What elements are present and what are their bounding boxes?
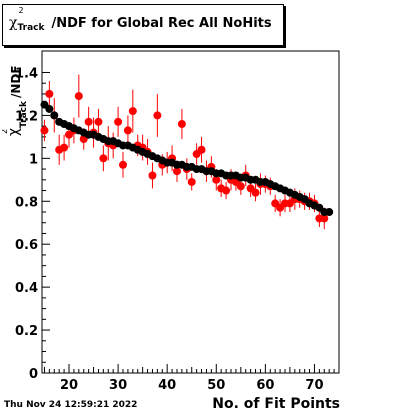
title-sub: Track (17, 23, 45, 33)
title-sup: 2 (18, 6, 24, 15)
red-data-point (74, 92, 83, 101)
red-data-point (128, 107, 137, 116)
black-series (40, 100, 334, 216)
y-label-sup: 2 (2, 129, 9, 134)
red-data-point (173, 167, 181, 176)
red-data-point (40, 126, 49, 135)
y-axis-label: χ 2 Track /NDF (0, 48, 32, 138)
red-data-point (153, 111, 162, 120)
black-data-point (325, 208, 334, 216)
red-data-point (236, 182, 245, 191)
timestamp: Thu Nov 24 12:59:21 2022 (4, 400, 138, 410)
y-axis: 0 0.2 0.4 0.6 0.8 1 1.2 1.4 (15, 66, 50, 382)
red-data-point (212, 175, 221, 184)
x-tick-label: 50 (207, 378, 225, 393)
y-tick-label: 1.2 (15, 109, 38, 124)
red-data-point (197, 145, 206, 154)
red-data-point (187, 177, 196, 186)
y-tick-label: 1.4 (15, 66, 38, 81)
red-data-point (320, 214, 329, 223)
black-data-point (45, 104, 54, 113)
red-data-point (123, 126, 132, 135)
y-label-sub: Track (19, 100, 29, 128)
plot-frame (41, 50, 340, 374)
y-tick-label: 0.4 (15, 281, 38, 296)
red-data-point (119, 160, 127, 169)
x-tick-label: 70 (305, 378, 323, 393)
y-tick-label: 1 (29, 152, 38, 167)
red-data-point (84, 117, 93, 126)
x-axis-label: No. of Fit Points (212, 396, 340, 412)
red-data-point (177, 119, 186, 128)
red-data-point (60, 143, 69, 152)
y-tick-label: 0 (29, 367, 38, 382)
x-tick-label: 40 (158, 378, 176, 393)
y-tick-label: 0.2 (15, 324, 38, 339)
red-data-point (99, 154, 108, 163)
y-label-suffix: /NDF (9, 65, 23, 98)
title-sup-sub: 2 Track (17, 6, 51, 33)
black-data-point (50, 111, 59, 120)
red-data-point (94, 117, 103, 126)
red-data-point (222, 186, 231, 195)
title-suffix: /NDF for Global Rec All NoHits (51, 16, 272, 31)
x-tick-label: 20 (60, 378, 78, 393)
red-data-point (45, 89, 54, 98)
x-tick-label: 60 (256, 378, 274, 393)
y-tick-label: 0.6 (15, 238, 38, 253)
red-data-point (148, 171, 157, 180)
x-tick-label: 30 (109, 378, 127, 393)
chart-title-box: χ 2 Track/NDF for Global Rec All NoHits (2, 4, 284, 46)
x-axis: 20 30 40 50 60 70 (43, 364, 335, 393)
y-label-sym: χ (6, 128, 22, 136)
red-data-point (251, 188, 260, 197)
y-tick-label: 0.8 (15, 195, 38, 210)
title-chi-symbol: χ (9, 15, 18, 31)
chart-title: χ 2 Track/NDF for Global Rec All NoHits (9, 6, 272, 33)
red-data-point (114, 117, 123, 126)
